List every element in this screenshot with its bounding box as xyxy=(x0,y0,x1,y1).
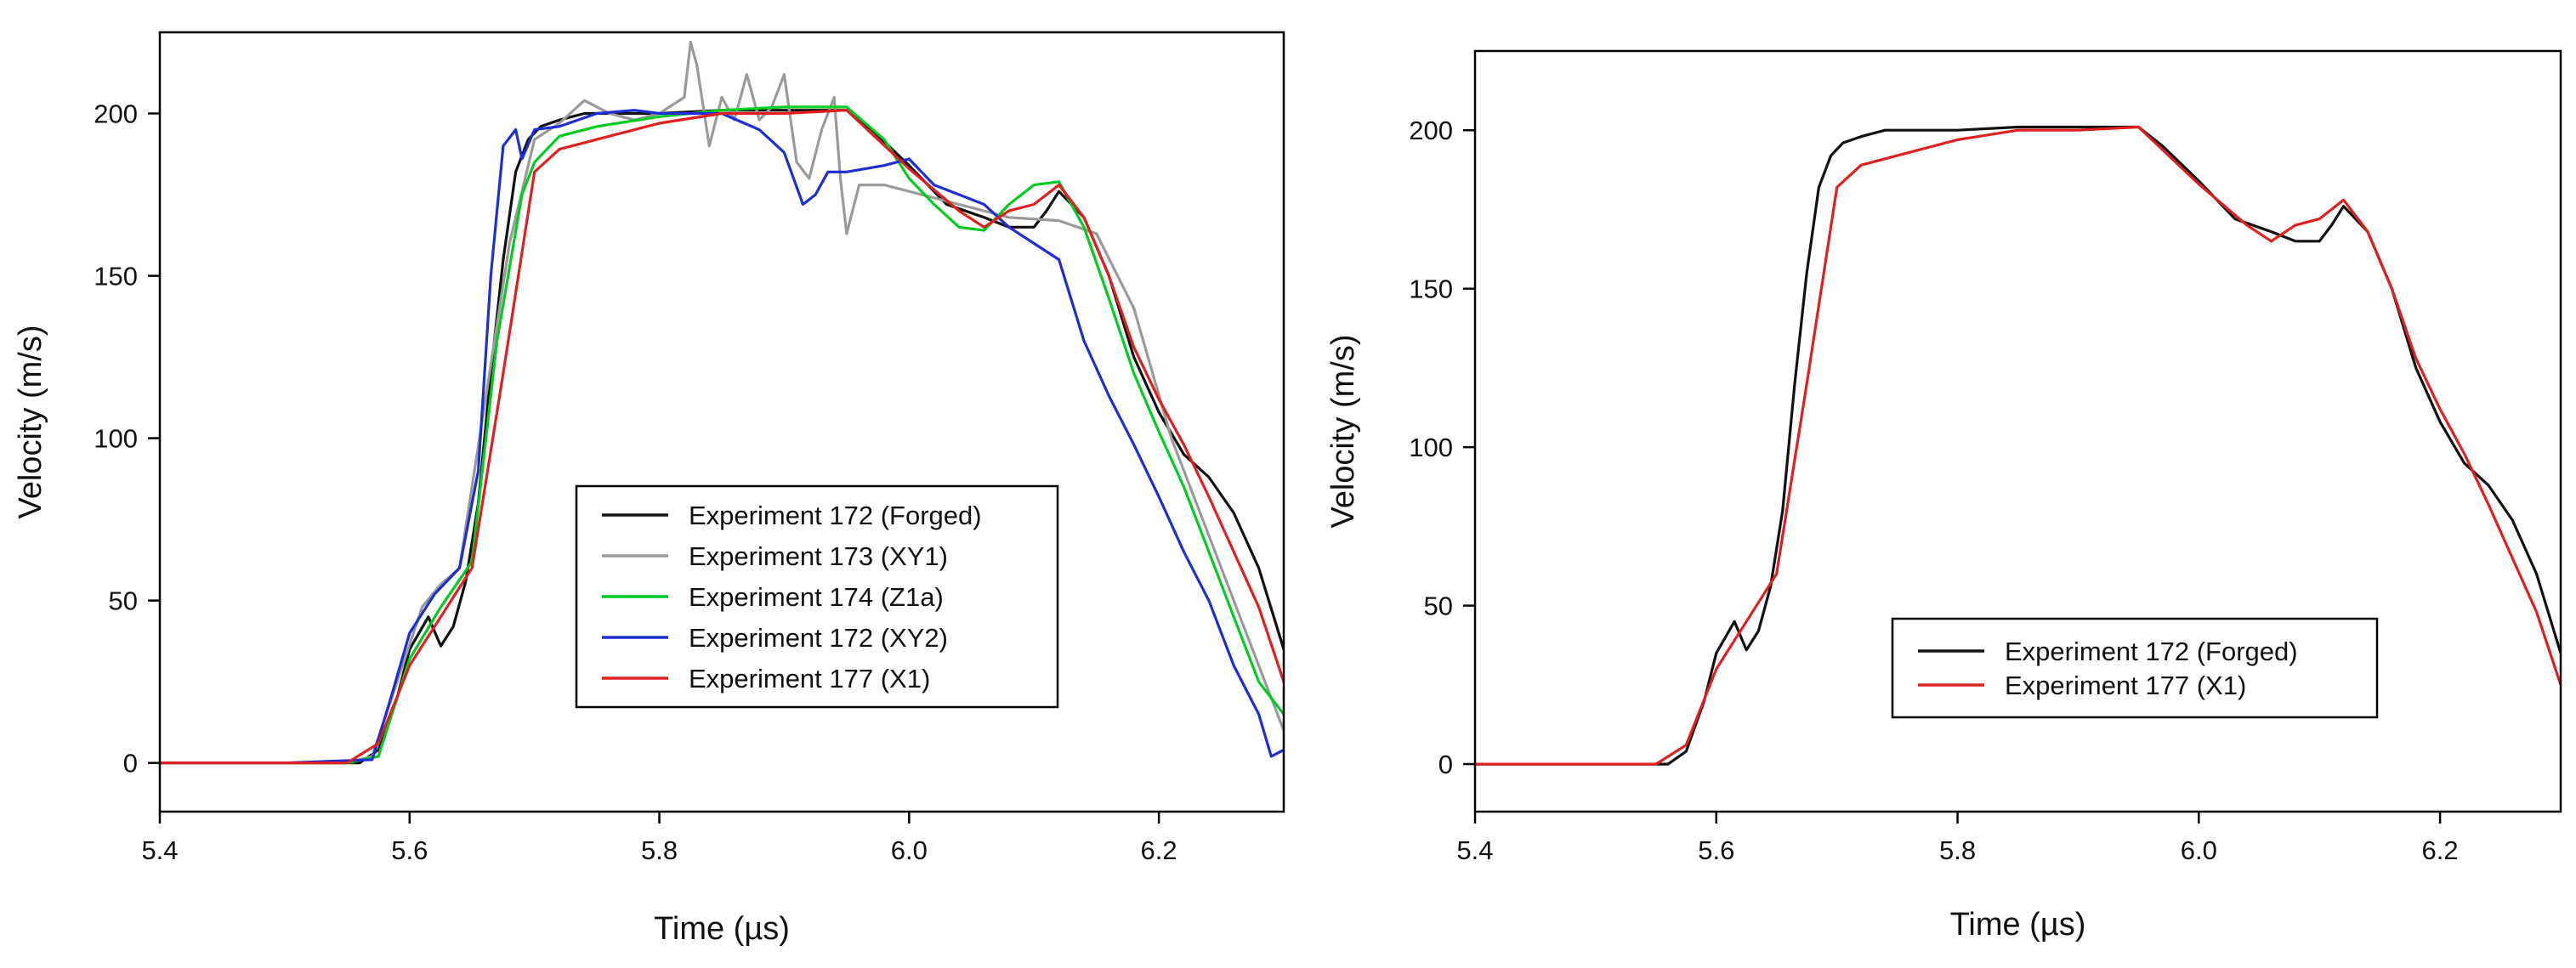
chart1-y-tick-label: 50 xyxy=(109,586,138,616)
chart1-series-2-line xyxy=(160,40,1284,765)
chart2-y-tick-label: 100 xyxy=(1409,433,1453,462)
chart2-x-axis-label: Time (µs) xyxy=(1950,907,2086,943)
chart2-x-tick-label: 5.8 xyxy=(1939,835,1976,865)
chart2-y-tick-label: 0 xyxy=(1438,750,1453,779)
chart1-y-tick-label: 200 xyxy=(94,99,138,129)
chart1-series-5-line xyxy=(160,109,1284,765)
chart1-legend-label-1: Experiment 172 (Forged) xyxy=(689,501,982,530)
chart1-plot-frame xyxy=(158,31,1285,813)
chart1-series-4-line xyxy=(160,109,1284,765)
chart1-x-axis-label: Time (µs) xyxy=(654,911,790,947)
chart2-plot-frame xyxy=(1473,49,2562,813)
chart1-x-tick-label: 5.8 xyxy=(641,835,678,865)
chart2-legend-label-2: Experiment 177 (X1) xyxy=(2005,671,2246,700)
chart2-series-2-line xyxy=(1475,125,2561,766)
chart2-panel: 5.4 5.6 5.8 6.0 6.2 0 50 100 150 200 Time (µs) Velo… xyxy=(1325,49,2562,943)
chart1-legend: Experiment 172 (Forged) Experiment 173 (X… xyxy=(575,484,1059,709)
chart2-x-tick-label: 5.4 xyxy=(1456,835,1493,865)
chart2-legend: Experiment 172 (Forged) Experiment 177 (X… xyxy=(1891,617,2379,719)
chart1-y-axis-label: Velocity (m/s) xyxy=(13,325,48,518)
chart1-series-1-line xyxy=(160,109,1284,765)
chart2-y-tick-label: 200 xyxy=(1409,116,1453,145)
chart2-legend-box xyxy=(1891,617,2379,719)
chart1-x-tick-label: 6.2 xyxy=(1141,835,1177,865)
chart1-x-tick-label: 5.6 xyxy=(391,835,428,865)
chart2-series-1-line xyxy=(1475,125,2561,766)
chart1-y-tick-label: 100 xyxy=(94,424,138,454)
chart1-y-tick-label: 0 xyxy=(123,749,138,778)
chart2-x-tick-label: 5.6 xyxy=(1698,835,1734,865)
chart1-panel: 5.4 5.6 5.8 6.0 6.2 0 50 100 150 200 Time (µs) Velo… xyxy=(13,31,1285,947)
chart2-y-tick-label: 150 xyxy=(1409,275,1453,304)
chart1-series-3-line xyxy=(160,105,1284,765)
chart2-y-axis-label: Velocity (m/s) xyxy=(1325,334,1361,528)
chart1-legend-label-4: Experiment 172 (XY2) xyxy=(689,623,948,653)
chart2-legend-label-1: Experiment 172 (Forged) xyxy=(2005,637,2298,666)
chart1-legend-label-2: Experiment 173 (XY1) xyxy=(689,541,948,571)
chart1-y-tick-label: 150 xyxy=(94,262,138,292)
chart1-x-tick-label: 6.0 xyxy=(891,835,928,865)
chart2-y-tick-label: 50 xyxy=(1424,592,1453,621)
chart1-x-tick-label: 5.4 xyxy=(141,835,178,865)
chart2-x-tick-label: 6.0 xyxy=(2181,835,2217,865)
chart2-x-tick-label: 6.2 xyxy=(2422,835,2459,865)
chart1-legend-label-5: Experiment 177 (X1) xyxy=(689,664,930,693)
chart1-legend-label-3: Experiment 174 (Z1a) xyxy=(689,582,944,612)
